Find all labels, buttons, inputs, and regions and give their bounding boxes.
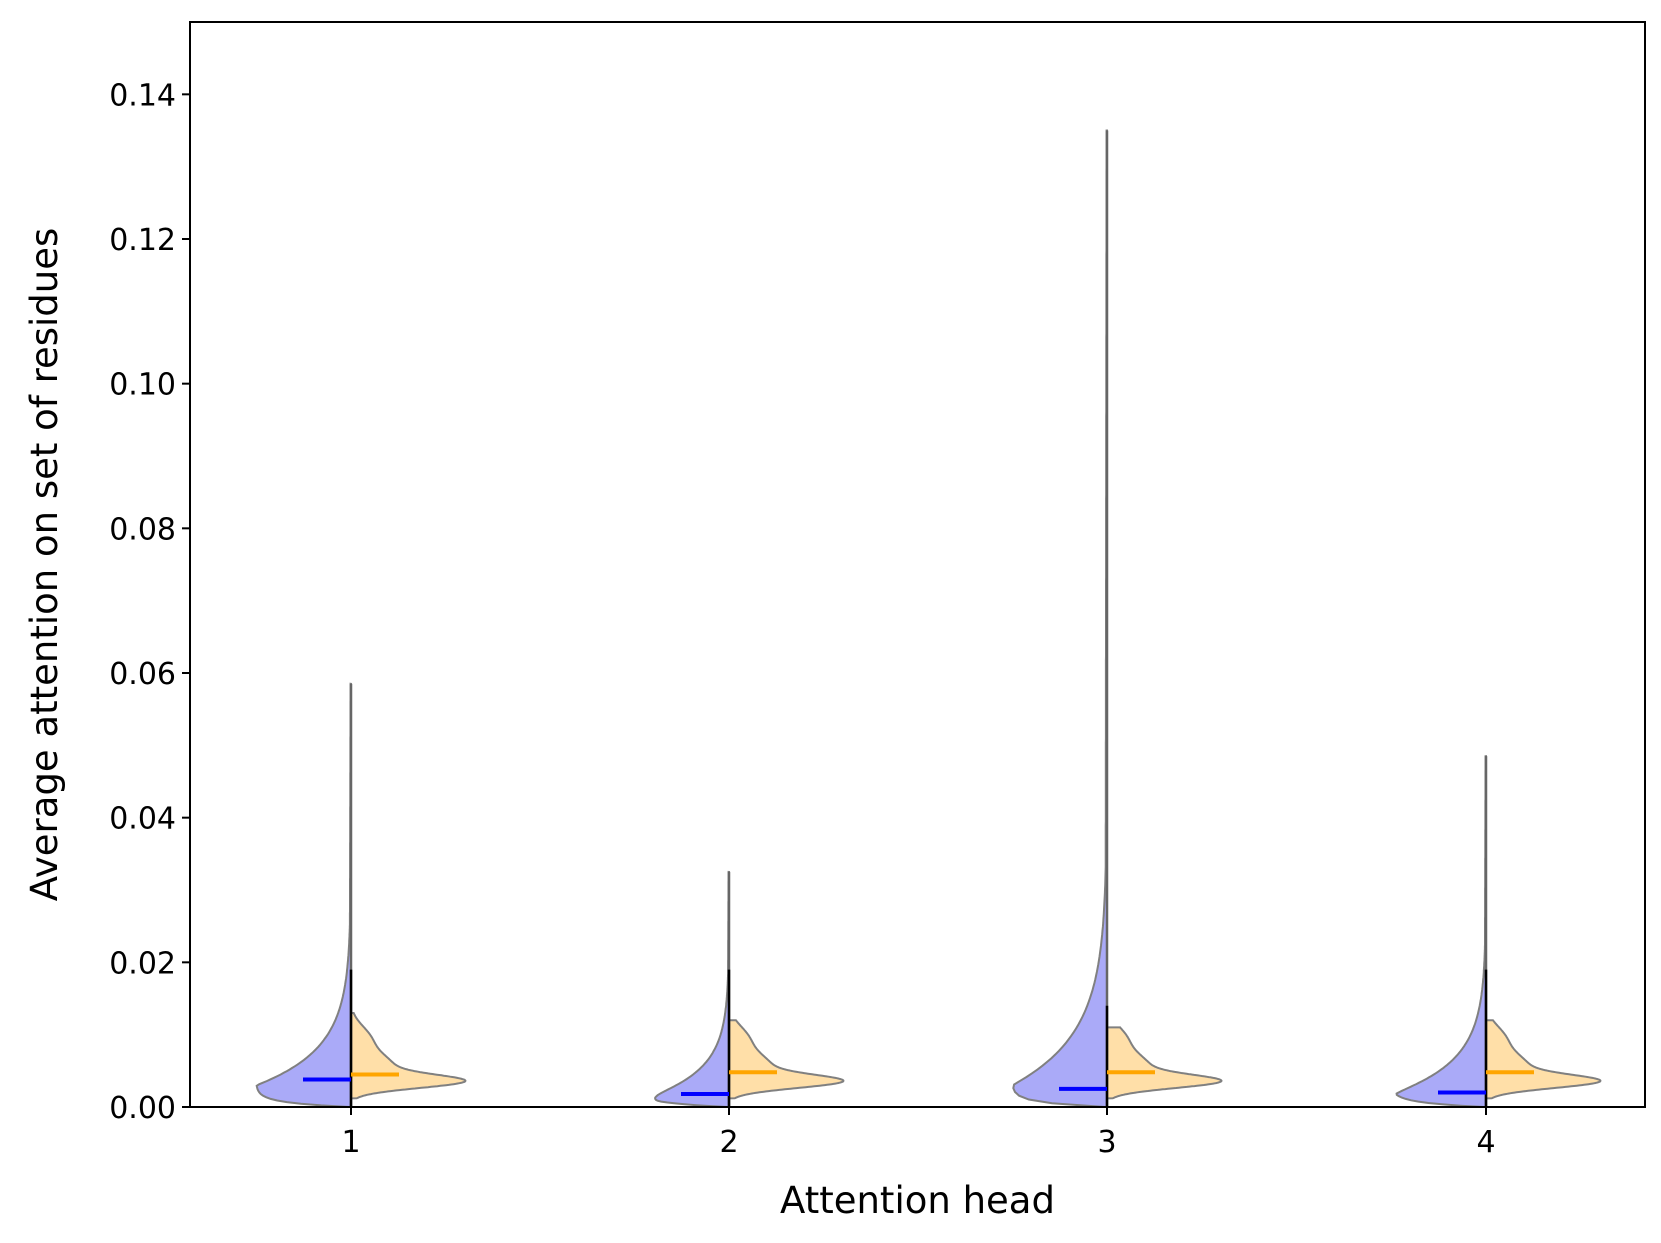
y-tick-label: 0.12 — [109, 223, 176, 258]
violin-left-2 — [654, 870, 730, 1108]
violin-right-4 — [1485, 1019, 1602, 1100]
x-tick-label: 3 — [1097, 1125, 1116, 1160]
violin-left-4 — [1395, 755, 1487, 1108]
y-tick-label: 0.10 — [109, 368, 176, 403]
violin-left-3 — [1012, 129, 1108, 1108]
y-tick-label: 0.06 — [109, 657, 176, 692]
x-tick-label: 1 — [341, 1125, 360, 1160]
y-tick-label: 0.14 — [109, 78, 176, 113]
y-axis-label: Average attention on set of residues — [23, 228, 66, 902]
violin-right-2 — [728, 1019, 845, 1100]
x-axis: 1 2 3 4 — [341, 1107, 1496, 1160]
y-tick-label: 0.00 — [109, 1091, 176, 1126]
violin-right-1 — [350, 1011, 467, 1100]
violin-left-1 — [255, 682, 352, 1108]
plot-frame — [189, 21, 1646, 1108]
x-tick-label: 4 — [1476, 1125, 1495, 1160]
violin-right-3 — [1106, 1026, 1223, 1100]
y-tick-label: 0.04 — [109, 802, 176, 837]
violin-layer — [255, 129, 1602, 1108]
mean-markers — [303, 1070, 1534, 1096]
y-tick-label: 0.02 — [109, 946, 176, 981]
y-tick-label: 0.08 — [109, 512, 176, 547]
y-axis: 0.00 0.02 0.04 0.06 0.08 0.10 0.12 0.14 — [109, 78, 190, 1126]
x-axis-label: Attention head — [780, 1179, 1055, 1222]
x-tick-label: 2 — [719, 1125, 738, 1160]
